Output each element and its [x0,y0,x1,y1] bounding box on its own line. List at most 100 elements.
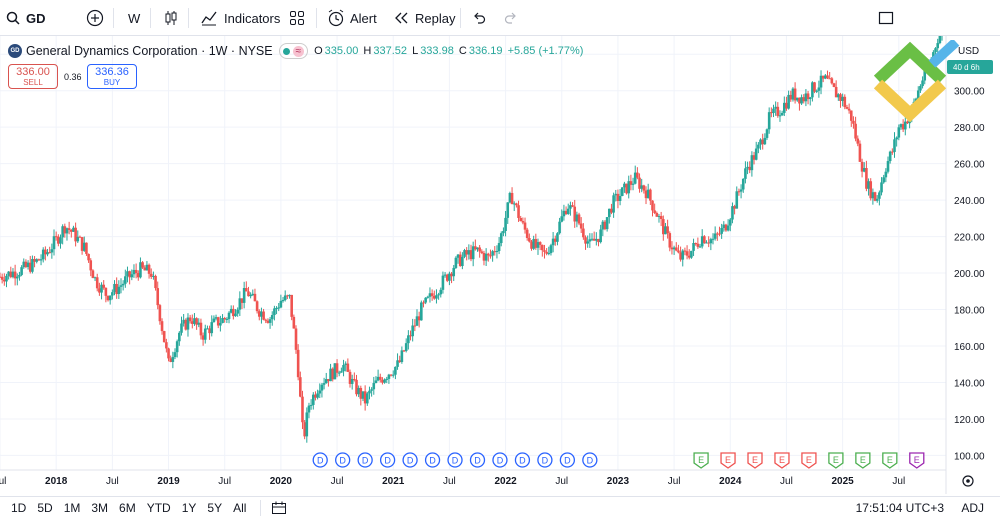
candle-body [534,238,538,248]
candle-body [569,205,572,209]
range-button-1d[interactable]: 1D [11,501,27,515]
chart-type-button[interactable] [163,0,179,36]
candle-body [664,226,667,235]
price-chart[interactable]: D D D D D D D D D D D D D E E E E E E E E E 100.00 120.00 140.0… [0,36,1000,494]
range-button-6m[interactable]: 6M [119,501,136,515]
candle-body [517,205,520,218]
candle-body [826,75,829,79]
alert-clock-icon [328,9,344,27]
candle-body [305,412,309,437]
candle-body [424,297,427,303]
candle-body [41,249,45,260]
redo-button[interactable] [504,0,518,36]
candle-body [0,276,4,280]
x-tick-label: 2022 [494,476,517,487]
candle-body [445,274,449,281]
top-toolbar: GD W Indicators Alert Replay [0,0,1000,36]
indicators-button[interactable]: Indicators [200,0,280,36]
candle-body [132,269,136,275]
candle-body [15,276,19,279]
candle-body [279,300,283,308]
candle-body [87,253,90,261]
candle-body [703,236,706,244]
candle-body [880,182,883,193]
sell-button[interactable]: 336.00 SELL [8,64,58,89]
market-status-pill[interactable]: ≈ [278,43,309,59]
candle-body [439,289,443,295]
indicators-label: Indicators [224,10,281,26]
candle-body [344,363,347,365]
candle-body [737,191,741,193]
open-value: 335.00 [324,45,359,57]
candle-body [474,246,477,250]
candle-body [458,254,462,267]
candle-body [214,317,218,319]
candle-body [653,210,656,213]
candle-body [186,317,190,330]
undo-button[interactable] [472,0,486,36]
candle-body [7,271,10,276]
calendar-range-icon[interactable] [271,501,287,515]
adj-toggle[interactable]: ADJ [961,501,984,515]
replay-button[interactable]: Replay [393,0,455,36]
clock-time[interactable]: 17:51:04 UTC+3 [855,501,944,515]
candle-body [314,394,317,398]
candle-body [98,288,101,293]
candle-body [294,328,298,350]
candle-body [93,277,97,279]
candle-body [182,319,185,324]
templates-button[interactable] [289,0,305,36]
candle-body [690,250,693,258]
dividend-marker-label: D [587,456,594,466]
candle-body [435,295,438,299]
candle-body [76,236,80,242]
candle-body [471,246,475,260]
interval-button[interactable]: W [128,0,140,36]
range-button-ytd[interactable]: YTD [146,501,171,515]
earnings-marker-label: E [725,455,731,465]
candle-body [683,250,687,252]
candle-body [614,193,618,196]
candle-body [765,129,769,138]
candle-body [551,238,555,246]
range-button-all[interactable]: All [233,501,247,515]
x-tick-label: Jul [892,476,905,487]
buy-button[interactable]: 336.36 BUY [87,64,137,89]
candle-body [515,203,518,206]
candle-body [165,342,168,349]
candle-body [761,139,764,145]
legend-title[interactable]: General Dynamics Corporation · 1W · NYSE [26,44,273,58]
range-button-1m[interactable]: 1M [63,501,81,515]
range-button-1y[interactable]: 1Y [181,501,197,515]
candle-body [238,298,242,310]
candle-body [348,371,352,384]
candle-body [450,273,453,277]
alert-button[interactable]: Alert [327,0,377,36]
axis-settings-button[interactable] [962,475,974,487]
change-value: +5.85 (+1.77%) [507,45,584,57]
candle-body [398,360,402,362]
range-button-3m[interactable]: 3M [91,501,109,515]
candle-body [221,318,224,323]
candle-body [506,202,510,218]
candle-body [528,238,531,242]
candle-body [549,245,553,254]
candle-body [35,259,39,262]
candle-body [290,294,293,317]
fullscreen-button[interactable] [878,0,894,36]
range-button-5d[interactable]: 5D [37,501,53,515]
dividend-marker [357,452,373,468]
candle-body [275,307,278,309]
x-tick-label: 2019 [157,476,180,487]
symbol-search[interactable]: GD [6,0,46,36]
candle-body [70,229,73,232]
dividend-marker [469,452,486,468]
candle-body [884,171,888,178]
candle-body [303,422,306,437]
candle-body [411,325,414,337]
add-symbol-button[interactable] [86,0,104,36]
candle-body [44,249,47,255]
candle-body [525,229,529,239]
candle-body [299,377,302,397]
range-button-5y[interactable]: 5Y [207,501,223,515]
